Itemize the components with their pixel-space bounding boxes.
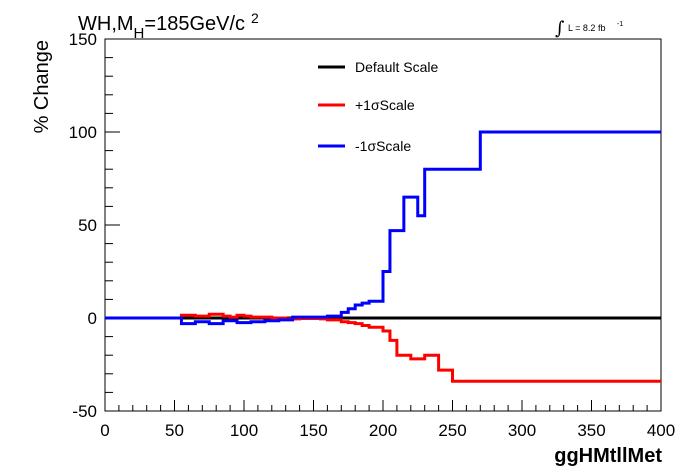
series-group xyxy=(105,130,661,383)
x-tick-label: 50 xyxy=(165,421,184,440)
x-tick-label: 100 xyxy=(230,421,258,440)
x-tick-label: 0 xyxy=(100,421,109,440)
legend-label: Default Scale xyxy=(355,59,438,75)
y-tick-label: -50 xyxy=(72,402,97,421)
title-superscript: 2 xyxy=(251,10,259,26)
luminosity-label: ∫ L = 8.2 fb -1 xyxy=(555,18,623,39)
title-main: WH,M xyxy=(78,13,134,35)
x-tick-label: 350 xyxy=(577,421,605,440)
legend-label: +1σScale xyxy=(355,97,415,113)
series-line-plus-sigma xyxy=(105,312,661,383)
x-tick-label: 200 xyxy=(369,421,397,440)
x-tick-label: 400 xyxy=(647,421,675,440)
y-tick-label: 150 xyxy=(69,30,97,49)
legend: Default Scale +1σScale -1σScale xyxy=(318,59,438,154)
series-line-minus-sigma xyxy=(105,130,661,326)
legend-label: -1σScale xyxy=(355,138,411,154)
y-axis-title: % Change xyxy=(31,40,53,133)
title-subscript: H xyxy=(134,25,145,42)
title-rest: =185GeV/c xyxy=(144,13,245,35)
x-tick-label: 250 xyxy=(438,421,466,440)
x-tick-label: 150 xyxy=(299,421,327,440)
x-tick-label: 300 xyxy=(508,421,536,440)
x-axis-title: ggHMtllMet xyxy=(554,445,662,467)
luminosity-text: L = 8.2 fb xyxy=(568,23,605,33)
chart-title: WH,MH=185GeV/c 2 xyxy=(78,10,259,42)
plot-frame xyxy=(104,38,662,412)
y-tick-label: 0 xyxy=(88,309,97,328)
luminosity-superscript: -1 xyxy=(617,21,623,28)
y-tick-label: 50 xyxy=(78,216,97,235)
y-tick-label: 100 xyxy=(69,123,97,142)
integral-icon: ∫ xyxy=(555,18,565,39)
